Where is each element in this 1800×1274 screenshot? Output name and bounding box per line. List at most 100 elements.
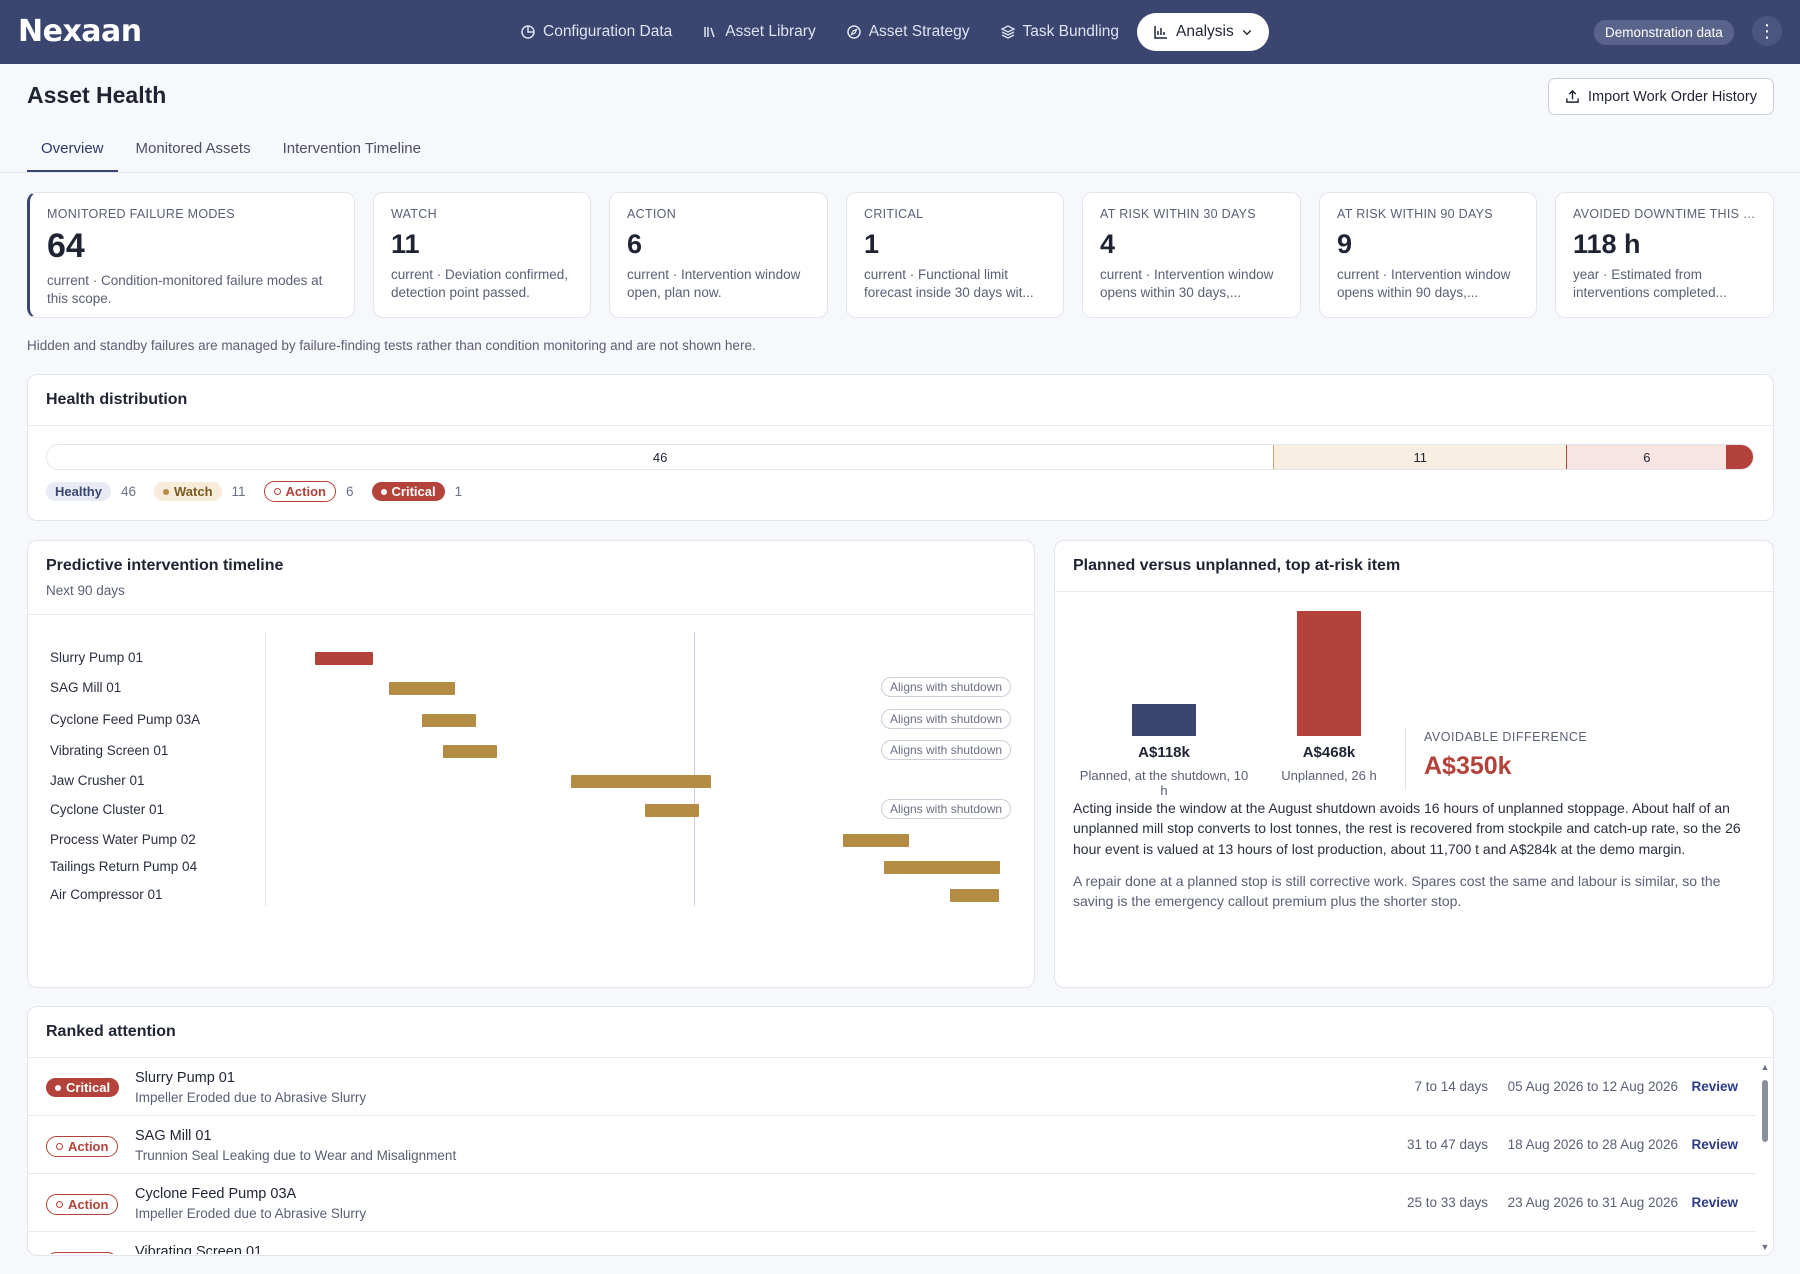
timeline-row-label[interactable]: Tailings Return Pump 04: [50, 859, 198, 874]
review-link[interactable]: Review: [1691, 1079, 1738, 1094]
ring-icon: [56, 1143, 63, 1150]
legend-healthy[interactable]: Healthy: [46, 482, 111, 501]
nav-asset-strategy[interactable]: Asset Strategy: [846, 23, 970, 41]
window-dates: 23 Aug 2026 to 31 Aug 2026: [1507, 1195, 1678, 1210]
panel-title: Ranked attention: [46, 1023, 176, 1040]
timeline-row-label[interactable]: Cyclone Feed Pump 03A: [50, 712, 201, 727]
divider: [1405, 728, 1406, 790]
ring-icon: [273, 488, 281, 495]
health-distribution-bar: 46 11 6: [46, 444, 1754, 470]
asset-name: SAG Mill 01: [135, 1128, 212, 1144]
bar-value-label: A$118k: [1138, 744, 1190, 761]
scroll-down-icon[interactable]: ▼: [1760, 1242, 1770, 1252]
bar-chart-icon: [1154, 26, 1168, 39]
dot-icon: [380, 488, 387, 495]
ranked-row[interactable]: Action SAG Mill 01 Trunnion Seal Leaking d…: [28, 1116, 1756, 1174]
avoidable-difference-label: AVOIDABLE DIFFERENCE: [1424, 730, 1588, 744]
status-label: Critical: [66, 1080, 111, 1095]
scope-note: Hidden and standby failures are managed …: [27, 338, 756, 353]
kpi-card-watch[interactable]: WATCH 11 current · Deviation confirmed, …: [373, 192, 591, 318]
legend-action[interactable]: Action: [263, 481, 336, 502]
timeline-intervention-bar[interactable]: [645, 804, 699, 817]
nav-configuration-data[interactable]: Configuration Data: [520, 23, 672, 41]
timeline-intervention-bar[interactable]: [842, 834, 909, 847]
ranked-row[interactable]: Critical Slurry Pump 01 Impeller Eroded du…: [28, 1058, 1756, 1116]
kpi-card-at-risk-30-days[interactable]: AT RISK WITHIN 30 DAYS 4 current · Inter…: [1082, 192, 1301, 318]
nav-task-bundling[interactable]: Task Bundling: [1000, 23, 1119, 41]
kpi-description: current · Condition-monitored failure mo…: [47, 273, 323, 306]
unplanned-cost-bar: [1297, 611, 1361, 736]
legend-count: 11: [231, 484, 246, 499]
tab-overview[interactable]: Overview: [27, 130, 118, 173]
timeline-intervention-bar[interactable]: [570, 775, 711, 788]
ranked-list-scrollbar[interactable]: ▲ ▼: [1760, 1062, 1770, 1252]
review-link[interactable]: Review: [1691, 1137, 1738, 1152]
failure-mode: Impeller Eroded due to Abrasive Slurry: [135, 1090, 367, 1105]
status-label: Action: [68, 1197, 109, 1212]
ranked-row[interactable]: Action Cyclone Feed Pump 03A Impeller Erod…: [28, 1174, 1756, 1232]
kpi-description: current · Intervention window opens with…: [1337, 267, 1511, 300]
timeline-row-label[interactable]: Slurry Pump 01: [50, 650, 144, 665]
timeline-intervention-bar[interactable]: [884, 861, 1000, 874]
timeline-intervention-bar[interactable]: [950, 889, 1000, 902]
nav-analysis[interactable]: Analysis: [1137, 13, 1269, 51]
kpi-card-critical[interactable]: CRITICAL 1 current · Functional limit fo…: [846, 192, 1064, 318]
import-label: Import Work Order History: [1588, 88, 1757, 105]
status-badge: Action: [46, 1252, 119, 1254]
window-days: 25 to 33 days: [1406, 1195, 1488, 1210]
aligns-with-shutdown-tag: Aligns with shutdown: [881, 677, 1012, 697]
failure-mode: Trunnion Seal Leaking due to Wear and Mi…: [135, 1148, 457, 1163]
page-title: Asset Health: [27, 82, 167, 108]
panel-title: Planned versus unplanned, top at-risk it…: [1073, 557, 1401, 574]
nav-label: Configuration Data: [543, 23, 673, 40]
kpi-card-avoided-downtime[interactable]: AVOIDED DOWNTIME THIS Y... 118 h year · …: [1555, 192, 1774, 318]
timeline-row-label[interactable]: Air Compressor 01: [50, 887, 163, 902]
kpi-label: MONITORED FAILURE MODES: [47, 207, 235, 221]
kpi-value: 118 h: [1573, 229, 1641, 259]
timeline-intervention-bar[interactable]: [389, 682, 456, 695]
nav-asset-library[interactable]: Asset Library: [702, 23, 816, 41]
timeline-row-label[interactable]: Cyclone Cluster 01: [50, 802, 165, 817]
timeline-intervention-bar[interactable]: [443, 745, 497, 758]
tab-monitored-assets[interactable]: Monitored Assets: [135, 140, 251, 157]
legend-critical[interactable]: Critical: [371, 482, 445, 501]
timeline-row-label[interactable]: SAG Mill 01: [50, 680, 122, 695]
timeline-intervention-bar[interactable]: [315, 652, 373, 665]
app-logo[interactable]: Nexaan: [18, 14, 142, 49]
more-options-button[interactable]: ⋮: [1752, 16, 1782, 46]
compass-icon: [846, 25, 861, 39]
window-dates: 05 Aug 2026 to 12 Aug 2026: [1507, 1079, 1678, 1094]
aligns-with-shutdown-tag: Aligns with shutdown: [881, 709, 1012, 729]
ranked-row[interactable]: Action Vibrating Screen 01: [28, 1232, 1756, 1254]
status-badge: Critical: [46, 1078, 120, 1097]
legend-label: Watch: [174, 484, 213, 499]
timeline-row-label[interactable]: Process Water Pump 02: [50, 832, 196, 847]
health-segment-watch[interactable]: 11: [1273, 445, 1567, 469]
scroll-thumb[interactable]: [1762, 1080, 1768, 1142]
tab-intervention-timeline[interactable]: Intervention Timeline: [282, 140, 421, 157]
demo-data-badge: Demonstration data: [1594, 20, 1734, 45]
legend-watch[interactable]: Watch: [154, 482, 222, 501]
import-work-order-history-button[interactable]: Import Work Order History: [1548, 78, 1774, 115]
timeline-row-label[interactable]: Jaw Crusher 01: [50, 773, 145, 788]
legend-label: Critical: [391, 484, 436, 499]
kebab-icon: ⋮: [1758, 20, 1776, 41]
legend-count: 46: [120, 484, 136, 499]
kpi-card-at-risk-90-days[interactable]: AT RISK WITHIN 90 DAYS 9 current · Inter…: [1319, 192, 1537, 318]
review-link[interactable]: Review: [1691, 1195, 1738, 1210]
health-legend: Healthy 46 Watch 11 Action 6 Critical 1: [46, 481, 470, 502]
legend-label: Healthy: [55, 484, 102, 499]
nav-label: Analysis: [1176, 23, 1234, 40]
health-segment-healthy[interactable]: 46: [47, 445, 1274, 469]
health-segment-action[interactable]: 6: [1566, 445, 1727, 469]
dot-icon: [163, 488, 169, 495]
kpi-description: current · Functional limit forecast insi…: [864, 267, 1034, 300]
kpi-card-action[interactable]: ACTION 6 current · Intervention window o…: [609, 192, 828, 318]
health-segment-critical[interactable]: [1726, 445, 1753, 469]
ring-icon: [56, 1201, 63, 1208]
kpi-value: 4: [1100, 229, 1116, 259]
scroll-up-icon[interactable]: ▲: [1760, 1062, 1770, 1072]
kpi-card-monitored-failure-modes[interactable]: MONITORED FAILURE MODES 64 current · Con…: [27, 192, 355, 318]
timeline-intervention-bar[interactable]: [422, 714, 476, 727]
timeline-row-label[interactable]: Vibrating Screen 01: [50, 743, 169, 758]
